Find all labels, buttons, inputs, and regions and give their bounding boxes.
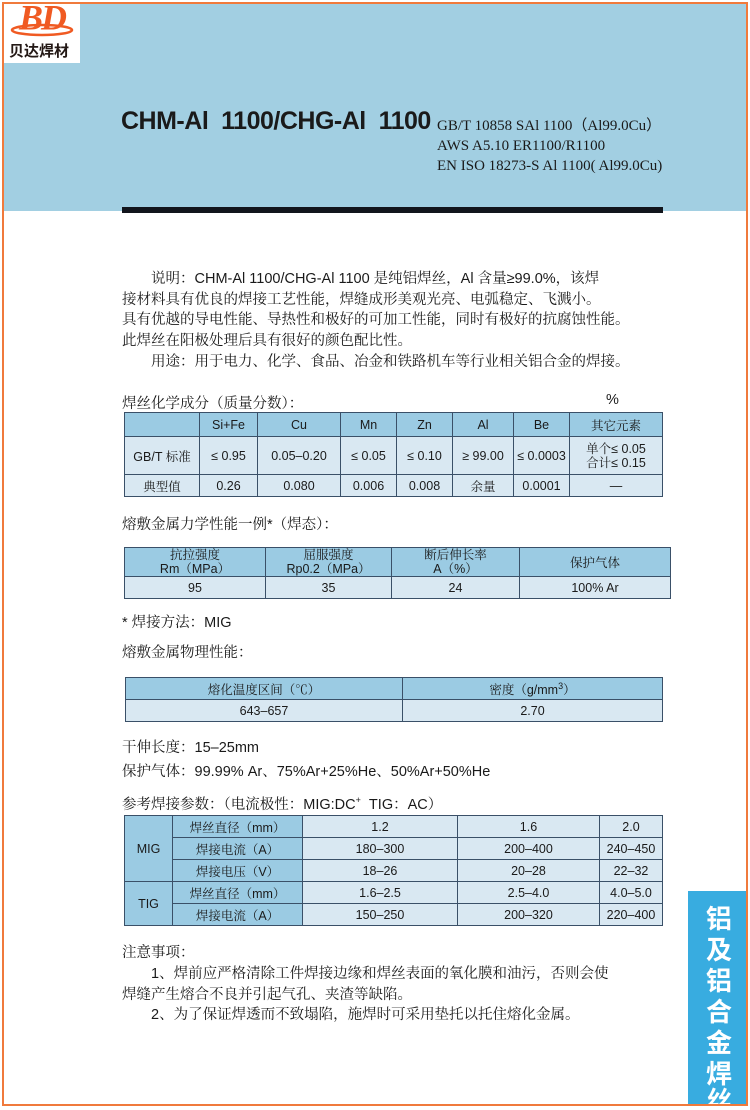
- svg-text:BD: BD: [18, 6, 67, 38]
